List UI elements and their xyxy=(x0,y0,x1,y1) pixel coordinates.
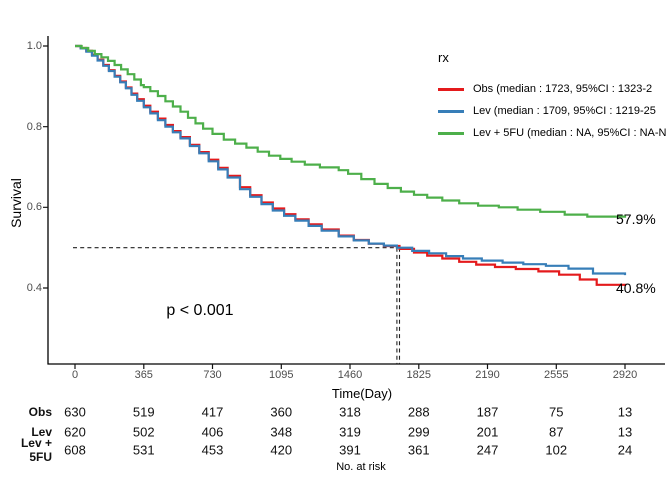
risk-value: 360 xyxy=(270,404,293,420)
x-tick-label: 1825 xyxy=(406,369,431,381)
risk-table-caption: No. at risk xyxy=(336,461,386,473)
legend-title: rx xyxy=(438,50,449,65)
risk-value: 502 xyxy=(132,424,155,440)
risk-value: 13 xyxy=(617,424,633,440)
risk-value: 247 xyxy=(476,442,499,458)
risk-value: 13 xyxy=(617,404,633,420)
obs-line-swatch-icon xyxy=(438,87,464,91)
y-tick-label: 0.4 xyxy=(26,281,42,294)
y-tick-label: 1.0 xyxy=(26,40,42,52)
x-tick-label: 1460 xyxy=(337,369,363,381)
risk-value: 420 xyxy=(270,442,293,458)
lev-line-swatch-icon xyxy=(438,109,464,113)
risk-value: 453 xyxy=(201,442,224,458)
x-tick-label: 2190 xyxy=(475,369,500,381)
risk-value: 75 xyxy=(549,404,564,420)
risk-value: 620 xyxy=(64,424,86,440)
risk-value: 531 xyxy=(132,442,155,458)
y-tick-label: 0.8 xyxy=(26,120,42,133)
risk-row-label: Lev xyxy=(31,425,52,439)
legend-entry-lev5fu: Lev + 5FU (median : NA, 95%CI : NA-N xyxy=(438,122,672,144)
risk-value: 348 xyxy=(270,424,293,440)
km-curve-lev-5fu xyxy=(75,44,627,218)
x-axis-title: Time(Day) xyxy=(331,386,393,401)
legend-entry-obs: Obs (median : 1723, 95%CI : 1323-2 xyxy=(438,78,672,100)
risk-value: 299 xyxy=(407,424,430,440)
risk-value: 361 xyxy=(407,442,430,458)
risk-value: 87 xyxy=(549,424,564,440)
legend: rx Obs (median : 1723, 95%CI : 1323-2 Le… xyxy=(438,50,672,144)
legend-entry-label: Obs (median : 1723, 95%CI : 1323-2 xyxy=(473,83,653,95)
legend-entry-label: Lev (median : 1709, 95%CI : 1219-25 xyxy=(473,105,656,117)
risk-value: 406 xyxy=(201,424,224,440)
x-tick-label: 730 xyxy=(203,369,222,381)
legend-entry-label: Lev + 5FU (median : NA, 95%CI : NA-N xyxy=(473,127,667,139)
risk-value: 288 xyxy=(407,404,430,420)
risk-value: 24 xyxy=(617,442,633,458)
x-tick-label: 2920 xyxy=(612,369,638,381)
green-endpoint-label: 57.9% xyxy=(616,211,656,227)
risk-value: 201 xyxy=(476,424,499,440)
x-tick-label: 2555 xyxy=(544,369,569,381)
x-tick-label: 365 xyxy=(134,369,153,381)
risk-row-label: Obs xyxy=(28,405,52,419)
risk-value: 102 xyxy=(545,442,568,458)
risk-value: 630 xyxy=(64,404,86,420)
risk-value: 608 xyxy=(64,442,86,458)
p-value-annotation: p < 0.001 xyxy=(166,302,234,319)
risk-row-label: Lev + 5FU xyxy=(20,436,52,464)
red-endpoint-label: 40.8% xyxy=(616,280,656,296)
risk-value: 417 xyxy=(201,404,224,420)
plot-path xyxy=(43,45,626,369)
y-tick-label: 0.6 xyxy=(26,201,42,214)
risk-value: 519 xyxy=(132,404,155,420)
risk-value: 391 xyxy=(339,442,361,458)
x-tick-label: 0 xyxy=(71,369,79,381)
x-tick-label: 1095 xyxy=(269,369,294,381)
lev5fu-line-swatch-icon xyxy=(438,131,464,135)
risk-value: 187 xyxy=(476,404,499,420)
risk-value: 318 xyxy=(339,404,361,420)
risk-value: 319 xyxy=(339,424,361,440)
plot-path xyxy=(47,36,665,365)
km-curve-lev xyxy=(75,44,627,276)
legend-entry-lev: Lev (median : 1709, 95%CI : 1219-25 xyxy=(438,100,672,122)
